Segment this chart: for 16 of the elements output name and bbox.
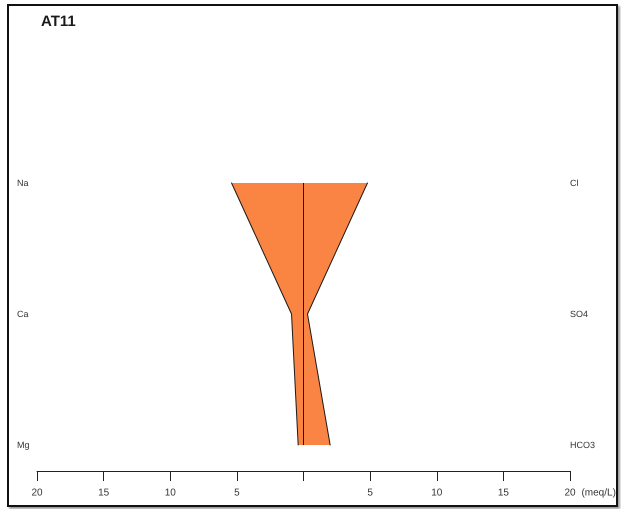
y-tick-label: Na <box>17 178 29 188</box>
y2-tick-label: HCO3 <box>570 440 596 450</box>
y2-tick-label: Cl <box>570 178 578 188</box>
x-tick-label: 5 <box>367 488 374 498</box>
x-tick-label: 5 <box>234 488 240 498</box>
y2-tick-label: SO4 <box>570 309 588 319</box>
chart-title: AT11 <box>41 13 76 30</box>
x-tick-label: 20 <box>564 488 576 498</box>
x-tick-label: 20 <box>31 488 43 498</box>
x-tick-label: 10 <box>164 488 176 498</box>
y-tick-label: Ca <box>17 309 29 319</box>
y-tick-label: Mg <box>17 440 30 450</box>
x-axis-title: (meq/L) <box>581 488 616 498</box>
x-tick-label: 10 <box>431 488 443 498</box>
x-tick-label: 15 <box>98 488 110 498</box>
x-tick-label: 15 <box>498 488 510 498</box>
